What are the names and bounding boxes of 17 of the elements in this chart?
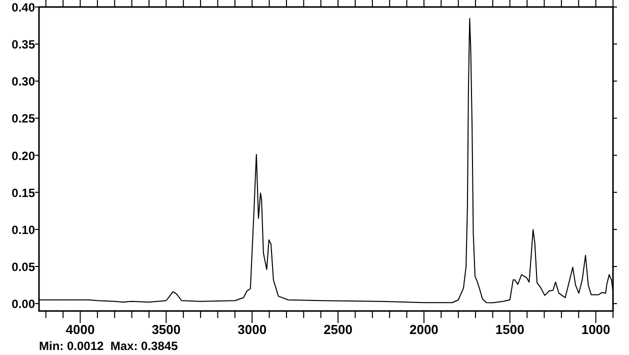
x-tick-label: 1000 bbox=[581, 322, 610, 337]
x-tick-label: 3000 bbox=[238, 322, 267, 337]
x-tick-label: 3500 bbox=[152, 322, 181, 337]
y-tick-label: 0.30 bbox=[12, 74, 36, 89]
y-tick-label: 0.25 bbox=[12, 112, 36, 126]
y-tick-label: 0.05 bbox=[12, 260, 36, 274]
x-tick-label: 2500 bbox=[324, 322, 352, 337]
y-tick-label: 0.10 bbox=[12, 222, 36, 237]
y-tick-label: 0.15 bbox=[12, 186, 36, 200]
x-tick-label: 1500 bbox=[495, 322, 524, 337]
y-tick-label: 0.40 bbox=[12, 0, 36, 14]
text: Min: 0.0012 Max: 0.3845 bbox=[39, 339, 178, 353]
x-tick-label: 2000 bbox=[409, 322, 438, 337]
y-tick-label: 0.00 bbox=[12, 297, 36, 312]
y-tick-label: 0.35 bbox=[12, 38, 36, 52]
y-tick-label: 0.20 bbox=[12, 148, 36, 163]
x-tick-label: 4000 bbox=[66, 322, 95, 337]
